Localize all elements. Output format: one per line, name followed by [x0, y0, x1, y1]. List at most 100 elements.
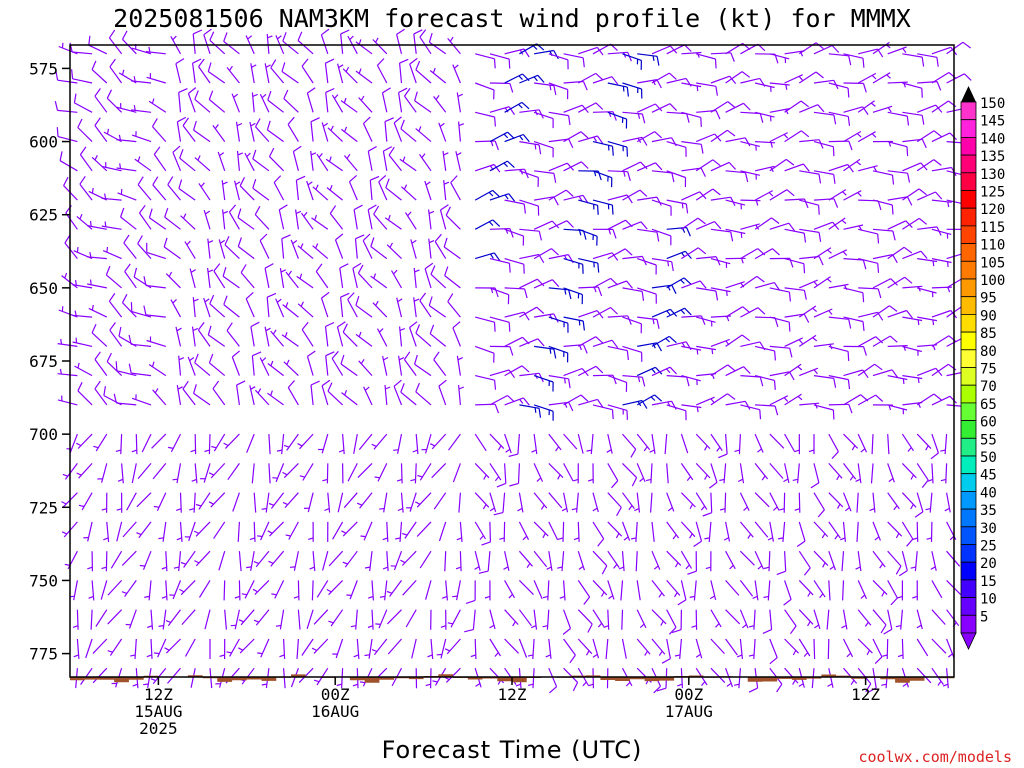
wind-barb — [198, 58, 211, 84]
wind-barb-staff — [213, 433, 226, 452]
wind-barb — [384, 117, 394, 142]
wind-barb — [259, 93, 270, 113]
wind-barb — [419, 153, 432, 172]
wind-barb — [857, 433, 868, 453]
wind-barb-flag — [400, 119, 405, 130]
wind-barb-flag — [626, 87, 629, 97]
wind-barb — [94, 117, 108, 142]
wind-barb-staff — [236, 150, 240, 171]
wind-barb-flag — [128, 363, 132, 374]
wind-barb — [493, 492, 506, 516]
wind-barb-staff — [563, 580, 566, 601]
wind-barb-staff — [651, 72, 670, 84]
wind-barb-flag — [203, 28, 212, 36]
wind-barb — [128, 363, 152, 377]
wind-barb-flag — [847, 379, 851, 390]
wind-barb-flag — [267, 90, 272, 101]
wind-barb-half-flag — [79, 213, 83, 220]
wind-barb-flag — [611, 146, 614, 156]
wind-barb-staff — [842, 609, 848, 630]
wind-barb-staff — [872, 305, 890, 318]
wind-barb — [519, 74, 545, 84]
wind-barb-staff — [828, 111, 849, 117]
wind-barb-half-flag — [696, 349, 699, 355]
wind-barb-half-flag — [77, 362, 80, 369]
wind-barb-staff — [784, 313, 805, 318]
wind-barb — [916, 609, 923, 630]
wind-barb-half-flag — [533, 76, 538, 82]
wind-barb-staff — [135, 434, 138, 455]
wind-barb — [695, 396, 715, 406]
wind-barb-staff — [563, 609, 572, 629]
wind-barb-staff — [445, 580, 448, 601]
wind-barb — [194, 353, 211, 377]
wind-barb — [794, 492, 801, 513]
wind-barb-flag — [310, 117, 320, 123]
wind-barb-staff — [341, 128, 358, 143]
wind-barb-staff — [430, 273, 447, 289]
wind-barb-staff — [474, 638, 477, 660]
wind-barb-staff — [931, 335, 950, 347]
wind-barb-staff — [77, 127, 93, 143]
wind-barb — [452, 64, 461, 84]
wind-barb-staff — [590, 434, 594, 455]
wind-barb — [358, 358, 373, 377]
wind-barb-half-flag — [505, 448, 511, 453]
wind-barb-staff — [695, 492, 708, 510]
wind-barb — [438, 379, 447, 406]
wind-barb-staff — [696, 53, 716, 60]
wind-barb — [452, 463, 461, 483]
wind-barb — [76, 213, 93, 230]
wind-barb-staff — [287, 124, 299, 142]
wind-barb — [329, 205, 344, 230]
wind-barb — [592, 170, 613, 188]
wind-barb-half-flag — [358, 39, 362, 45]
wind-barb-staff — [456, 580, 461, 601]
wind-barb — [636, 366, 663, 377]
wind-barb-staff — [474, 189, 493, 201]
wind-barb-staff — [799, 139, 820, 143]
wind-barb — [301, 321, 314, 347]
wind-barb — [739, 521, 754, 539]
wind-barb-staff — [325, 92, 329, 113]
wind-barb-flag — [252, 179, 257, 189]
wind-barb-staff — [72, 78, 93, 84]
wind-barb — [475, 111, 496, 127]
x-tick-label: 17AUG — [665, 702, 713, 721]
wind-barb-flag — [831, 45, 840, 53]
wind-barb-half-flag — [748, 654, 755, 657]
wind-barb-flag — [627, 171, 631, 181]
wind-barb-half-flag — [696, 52, 700, 58]
wind-barb — [57, 395, 78, 406]
wind-barb-staff — [275, 298, 285, 318]
wind-barb — [777, 521, 786, 542]
wind-barb — [651, 521, 655, 542]
wind-barb-half-flag — [522, 535, 528, 541]
wind-barb-staff — [622, 53, 642, 61]
wind-barb-staff — [797, 463, 800, 484]
wind-barb-staff — [79, 154, 93, 172]
wind-barb-staff — [198, 66, 211, 84]
wind-barb-flag — [776, 683, 783, 693]
wind-barb-staff — [474, 345, 495, 354]
wind-barb-staff — [710, 492, 713, 513]
wind-barb — [178, 355, 185, 376]
wind-barb-staff — [313, 609, 329, 625]
wind-barb-staff — [622, 221, 642, 230]
wind-barb — [681, 111, 702, 127]
wind-barb-half-flag — [792, 679, 796, 685]
wind-barb-half-flag — [457, 93, 463, 98]
wind-barb — [681, 404, 702, 413]
wind-barb — [856, 492, 859, 513]
wind-barb-staff — [931, 433, 939, 454]
wind-barb — [857, 131, 877, 143]
wind-barb-staff — [57, 79, 78, 84]
wind-barb — [872, 638, 883, 665]
wind-barb-staff — [637, 287, 657, 295]
wind-barb-half-flag — [246, 566, 252, 569]
wind-barb-half-flag — [367, 625, 374, 629]
wind-barb-flag — [833, 198, 839, 208]
wind-barb-flag — [508, 193, 516, 202]
wind-barb-staff — [828, 580, 831, 601]
wind-barb-half-flag — [783, 397, 789, 402]
